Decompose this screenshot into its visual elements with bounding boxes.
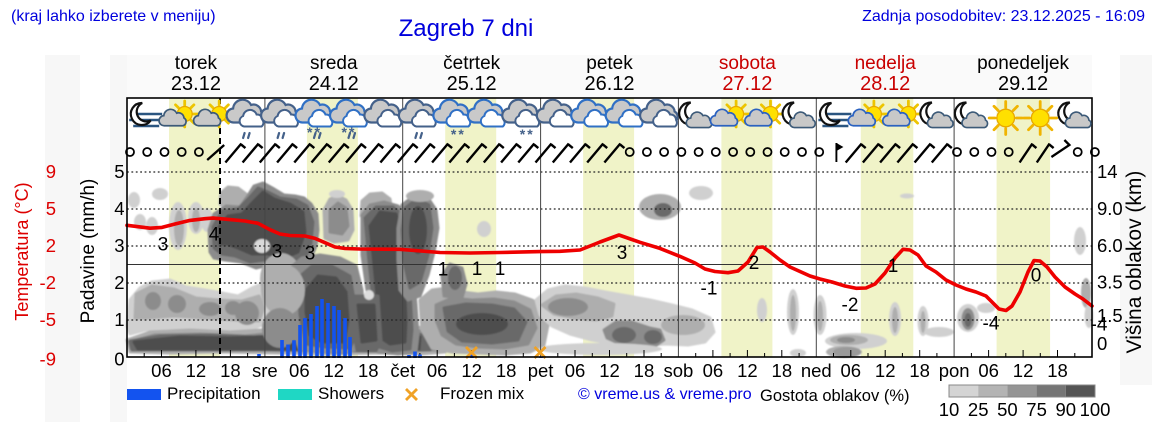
svg-text:sre: sre [252, 360, 278, 381]
svg-text:Frozen mix: Frozen mix [440, 384, 525, 403]
svg-text:-2: -2 [40, 272, 56, 293]
svg-text:torek: torek [175, 53, 218, 74]
svg-text:5: 5 [114, 161, 124, 182]
svg-text:4: 4 [209, 225, 220, 246]
svg-text:12: 12 [1013, 360, 1034, 381]
svg-text:nedelja: nedelja [855, 53, 917, 74]
svg-text:12: 12 [875, 360, 896, 381]
svg-text:10: 10 [939, 399, 960, 420]
svg-text:6.0: 6.0 [1097, 235, 1123, 256]
svg-text:-4: -4 [983, 314, 1000, 335]
svg-text:12: 12 [461, 360, 482, 381]
svg-text:pon: pon [939, 360, 970, 381]
svg-text:06: 06 [289, 360, 310, 381]
svg-text:0: 0 [1097, 333, 1107, 354]
svg-text:Višina oblakov (km): Višina oblakov (km) [1123, 171, 1146, 354]
svg-text:18: 18 [358, 360, 379, 381]
svg-text:Zadnja posodobitev: 23.12.2025: Zadnja posodobitev: 23.12.2025 - 16:09 [862, 8, 1145, 25]
svg-text:sobota: sobota [719, 53, 776, 74]
svg-text:3: 3 [272, 242, 283, 263]
svg-text:3: 3 [305, 244, 316, 265]
svg-text:Padavine (mm/h): Padavine (mm/h) [78, 179, 99, 324]
svg-text:-9: -9 [40, 349, 56, 370]
svg-text:Showers: Showers [318, 384, 384, 403]
svg-text:2: 2 [46, 235, 56, 256]
svg-text:9: 9 [46, 161, 56, 182]
svg-text:-1: -1 [701, 279, 718, 300]
svg-text:14: 14 [1097, 161, 1118, 182]
svg-text:3: 3 [158, 235, 169, 256]
svg-text:1: 1 [888, 256, 899, 277]
svg-text:26.12: 26.12 [584, 73, 634, 95]
svg-text:Zagreb 7 dni: Zagreb 7 dni [399, 15, 534, 42]
svg-text:06: 06 [427, 360, 448, 381]
svg-text:06: 06 [703, 360, 724, 381]
svg-text:18: 18 [634, 360, 655, 381]
svg-text:4: 4 [114, 198, 124, 219]
svg-text:1: 1 [495, 259, 506, 280]
svg-text:-5: -5 [40, 309, 56, 330]
svg-text:25: 25 [968, 399, 989, 420]
svg-text:Gostota oblakov (%): Gostota oblakov (%) [760, 387, 909, 405]
svg-text:četrtek: četrtek [443, 53, 501, 74]
svg-text:27.12: 27.12 [722, 73, 772, 95]
svg-text:12: 12 [323, 360, 344, 381]
svg-text:ned: ned [801, 360, 832, 381]
svg-text:90: 90 [1056, 399, 1077, 420]
svg-text:18: 18 [220, 360, 241, 381]
svg-text:1: 1 [438, 260, 449, 281]
svg-text:12: 12 [186, 360, 207, 381]
svg-text:06: 06 [840, 360, 861, 381]
svg-text:18: 18 [909, 360, 930, 381]
svg-text:06: 06 [978, 360, 999, 381]
svg-text:18: 18 [1047, 360, 1068, 381]
svg-text:pet: pet [528, 360, 554, 381]
svg-text:čet: čet [390, 360, 415, 381]
svg-text:2: 2 [749, 253, 760, 274]
svg-text:Precipitation: Precipitation [167, 384, 261, 403]
svg-text:sreda: sreda [310, 53, 358, 74]
svg-text:18: 18 [772, 360, 793, 381]
svg-text:25.12: 25.12 [447, 73, 497, 95]
svg-text:-2: -2 [842, 295, 859, 316]
svg-text:06: 06 [151, 360, 172, 381]
svg-text:sob: sob [664, 360, 694, 381]
svg-text:3.5: 3.5 [1097, 272, 1123, 293]
svg-text:-4: -4 [1091, 315, 1108, 336]
svg-text:100: 100 [1080, 399, 1111, 420]
svg-text:23.12: 23.12 [171, 73, 221, 95]
svg-text:(kraj lahko izberete v meniju): (kraj lahko izberete v meniju) [11, 8, 216, 25]
svg-text:5: 5 [46, 198, 56, 219]
svg-text:0: 0 [114, 349, 124, 370]
svg-text:24.12: 24.12 [309, 73, 359, 95]
svg-text:1: 1 [472, 259, 483, 280]
svg-text:petek: petek [586, 53, 633, 74]
svg-text:0: 0 [1031, 266, 1042, 287]
svg-text:3: 3 [617, 243, 628, 264]
svg-text:2: 2 [114, 272, 124, 293]
svg-text:06: 06 [565, 360, 586, 381]
svg-text:1: 1 [114, 309, 124, 330]
svg-text:28.12: 28.12 [860, 73, 910, 95]
svg-text:18: 18 [496, 360, 517, 381]
svg-text:Temperatura (°C): Temperatura (°C) [12, 182, 32, 320]
svg-text:12: 12 [599, 360, 620, 381]
svg-text:29.12: 29.12 [998, 73, 1048, 95]
svg-text:12: 12 [737, 360, 758, 381]
svg-text:ponedeljek: ponedeljek [977, 53, 1069, 74]
svg-text:9.0: 9.0 [1097, 198, 1123, 219]
svg-text:75: 75 [1026, 399, 1047, 420]
svg-text:3: 3 [114, 235, 124, 256]
svg-text:50: 50 [997, 399, 1018, 420]
svg-text:© vreme.us & vreme.pro: © vreme.us & vreme.pro [578, 386, 752, 403]
svg-text:1.5: 1.5 [1097, 305, 1123, 326]
